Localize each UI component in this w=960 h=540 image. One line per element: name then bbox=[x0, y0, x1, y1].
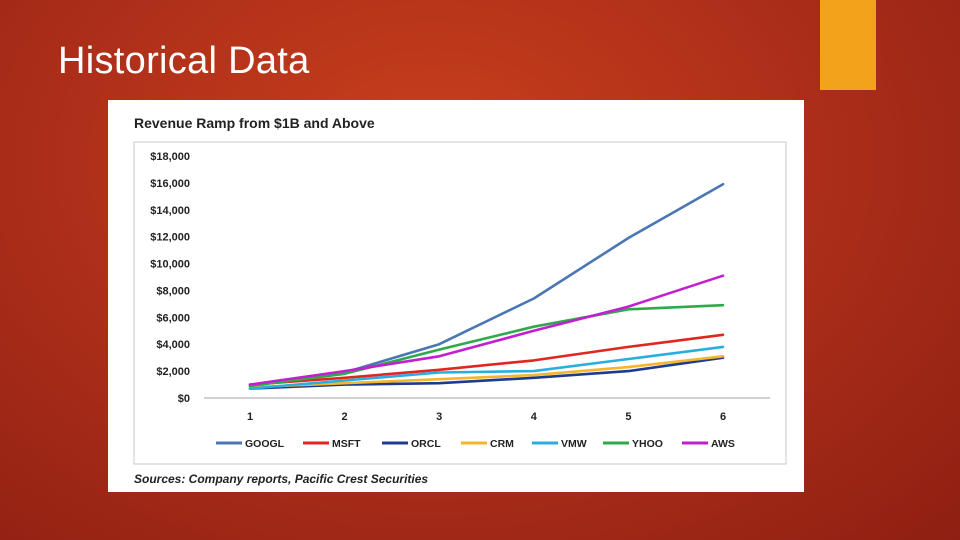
x-tick-label: 1 bbox=[247, 411, 253, 423]
x-tick-label: 5 bbox=[625, 411, 631, 423]
legend-label: VMW bbox=[561, 438, 587, 450]
source-note: Sources: Company reports, Pacific Crest … bbox=[134, 472, 428, 486]
y-tick-label: $0 bbox=[178, 393, 190, 405]
x-tick-label: 2 bbox=[342, 411, 348, 423]
legend-label: MSFT bbox=[332, 438, 361, 450]
legend: GOOGL MSFT ORCL CRM VMW YHOO AWS bbox=[216, 438, 735, 450]
series-line-msft bbox=[248, 333, 725, 386]
series-line-orcl bbox=[248, 356, 725, 390]
y-tick-label: $16,000 bbox=[150, 178, 190, 190]
x-tick-label: 4 bbox=[531, 411, 538, 423]
y-tick-label: $12,000 bbox=[150, 232, 190, 244]
axis-layer: $0 $2,000 $4,000 $6,000 $8,000 $10,000 $12,000… bbox=[150, 151, 726, 423]
x-tick-label: 6 bbox=[720, 411, 726, 423]
series-line-vmw bbox=[248, 345, 725, 390]
chart-panel: Revenue Ramp from $1B and Above $0 $2,000… bbox=[108, 100, 804, 492]
revenue-line-chart: Revenue Ramp from $1B and Above $0 $2,000… bbox=[133, 115, 787, 486]
accent-bar bbox=[820, 0, 876, 90]
legend-label: AWS bbox=[711, 438, 735, 450]
series-line-yhoo bbox=[248, 303, 725, 388]
series-layer bbox=[248, 182, 725, 390]
legend-label: CRM bbox=[490, 438, 514, 450]
y-tick-label: $4,000 bbox=[156, 339, 190, 351]
legend-label: ORCL bbox=[411, 438, 441, 450]
series-line-crm bbox=[248, 354, 725, 389]
legend-label: GOOGL bbox=[245, 438, 285, 450]
plot-frame bbox=[133, 141, 787, 465]
y-tick-label: $18,000 bbox=[150, 151, 190, 163]
legend-label: YHOO bbox=[632, 438, 663, 450]
series-line-aws bbox=[248, 274, 725, 386]
y-tick-label: $8,000 bbox=[156, 285, 190, 297]
y-tick-label: $6,000 bbox=[156, 312, 190, 324]
y-tick-label: $10,000 bbox=[150, 259, 190, 271]
y-tick-label: $2,000 bbox=[156, 366, 190, 378]
y-tick-label: $14,000 bbox=[150, 205, 190, 217]
x-tick-label: 3 bbox=[436, 411, 442, 423]
chart-title: Revenue Ramp from $1B and Above bbox=[134, 115, 375, 131]
slide-title: Historical Data bbox=[58, 40, 310, 82]
